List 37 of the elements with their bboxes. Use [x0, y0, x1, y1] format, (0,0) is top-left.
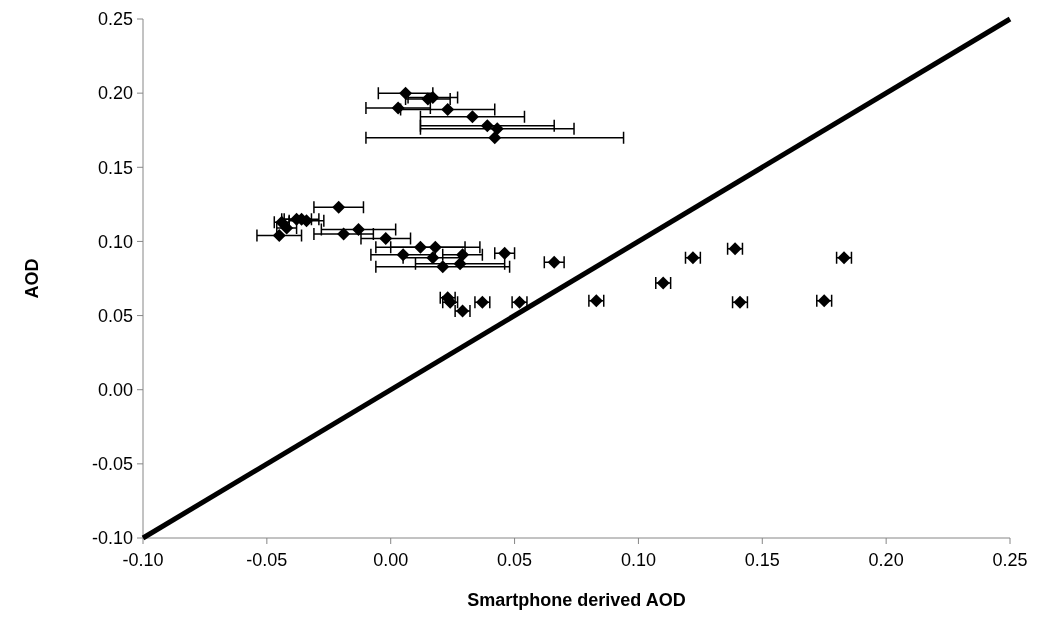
y-tick-label: 0.05 [97, 305, 133, 326]
point [488, 131, 502, 145]
x-tick-label: 0.20 [868, 550, 904, 570]
point [396, 248, 410, 262]
point [465, 110, 479, 124]
point [453, 257, 467, 271]
point [391, 101, 405, 115]
point [332, 200, 346, 214]
y-axis-title: AOD [22, 258, 42, 299]
y-tick-label: 0.00 [97, 380, 133, 401]
x-tick-label: 0.25 [992, 550, 1028, 570]
point [490, 122, 504, 136]
point [436, 260, 450, 274]
y-tick-label: -0.10 [91, 528, 133, 549]
point [426, 251, 440, 265]
point [428, 240, 442, 254]
point [379, 231, 393, 245]
y-tick-label: 0.15 [97, 157, 133, 178]
x-axis-title: Smartphone derived AOD [467, 590, 686, 610]
x-tick-label: 0.05 [497, 550, 533, 570]
point [413, 240, 427, 254]
x-tick-label: 0.10 [620, 550, 656, 570]
x-tick-label: 0.15 [744, 550, 780, 570]
x-tick-label: -0.10 [122, 550, 164, 570]
point [441, 102, 455, 116]
point [272, 229, 286, 242]
x-tick-label: 0.00 [373, 550, 409, 570]
point [399, 86, 413, 100]
x-tick-label: -0.05 [246, 550, 288, 570]
y-tick-label: 0.25 [97, 9, 133, 30]
point [480, 119, 494, 133]
y-tick-label: 0.10 [97, 231, 133, 252]
y-tick-label: 0.20 [97, 83, 133, 104]
point [456, 248, 470, 262]
point [337, 227, 351, 241]
point [352, 223, 366, 237]
y-tick-label: -0.05 [91, 454, 133, 475]
